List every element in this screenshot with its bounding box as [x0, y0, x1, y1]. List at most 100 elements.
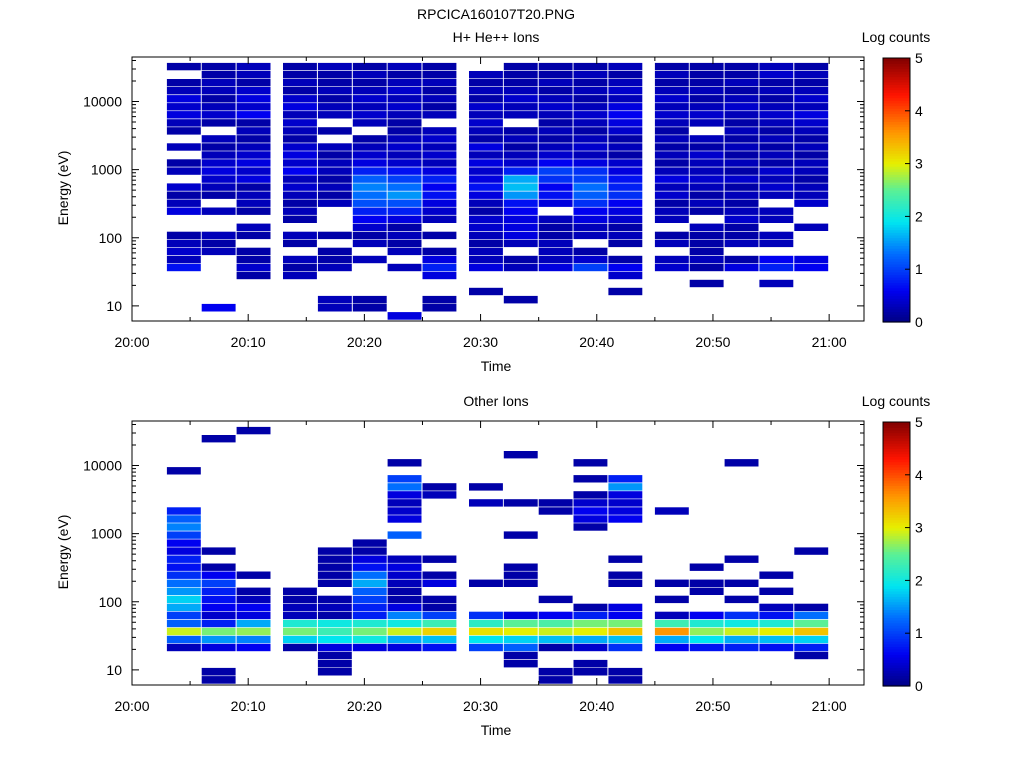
heatmap-cell: [201, 183, 236, 191]
heatmap-cell: [759, 191, 794, 199]
heatmap-cell: [236, 62, 271, 71]
colorbar-segment: [883, 224, 910, 228]
heatmap-cell: [538, 127, 573, 135]
heatmap-cell: [317, 255, 352, 264]
colorbar-segment: [883, 179, 910, 183]
colorbar-segment: [883, 445, 910, 449]
heatmap-cell: [538, 71, 573, 79]
heatmap-cell: [387, 587, 422, 595]
heatmap-cell: [573, 667, 608, 676]
heatmap-cell: [352, 151, 387, 159]
heatmap-cell: [317, 635, 352, 644]
heatmap-cell: [608, 111, 643, 119]
heatmap-cell: [283, 111, 317, 119]
heatmap-cell: [689, 255, 724, 264]
heatmap-cell: [201, 175, 236, 183]
heatmap-cells: [166, 62, 829, 320]
colorbar-segment: [883, 509, 910, 513]
colorbar-segment: [883, 211, 910, 215]
heatmap-cell: [166, 467, 201, 475]
heatmap-cell: [422, 263, 457, 272]
heatmap-cell: [608, 643, 643, 652]
heatmap-cell: [724, 79, 759, 87]
heatmap-cell: [608, 207, 643, 215]
heatmap-cell: [317, 111, 352, 119]
heatmap-cell: [352, 95, 387, 103]
heatmap-cell: [352, 595, 387, 604]
heatmap-cell: [352, 111, 387, 119]
heatmap-cell: [166, 231, 201, 240]
heatmap-cell: [317, 167, 352, 175]
heatmap-cell: [387, 483, 422, 491]
heatmap-cell: [689, 627, 724, 636]
heatmap-cell: [794, 103, 829, 111]
heatmap-cell: [654, 167, 689, 175]
heatmap-cell: [201, 87, 236, 95]
colorbar-tick-label: 1: [915, 261, 923, 277]
heatmap-cell: [538, 199, 573, 207]
heatmap-cell: [201, 119, 236, 127]
colorbar-segment: [883, 427, 910, 431]
heatmap-cell: [469, 579, 503, 587]
heatmap-cell: [236, 223, 271, 231]
heatmap-cell: [317, 611, 352, 620]
heatmap-cell: [201, 611, 236, 620]
heatmap-cell: [689, 151, 724, 159]
colorbar-frame: [882, 57, 911, 323]
heatmap-cell: [317, 71, 352, 79]
heatmap-cell: [387, 87, 422, 95]
heatmap-cell: [422, 151, 457, 159]
heatmap-cell: [317, 143, 352, 151]
heatmap-cell: [538, 159, 573, 167]
heatmap-cell: [608, 183, 643, 191]
colorbar-segment: [883, 458, 910, 463]
colorbar-segment: [883, 195, 910, 199]
heatmap-cell: [724, 579, 759, 587]
colorbar-segment: [883, 456, 910, 460]
heatmap-cell: [608, 499, 643, 507]
heatmap-cell: [283, 103, 317, 111]
heatmap-cell: [608, 135, 643, 143]
heatmap-cell: [689, 79, 724, 87]
heatmap-cell: [759, 62, 794, 71]
heatmap-cell: [283, 119, 317, 127]
heatmap-cell: [422, 247, 457, 256]
colorbar-segment: [883, 147, 910, 151]
heatmap-cell: [201, 79, 236, 87]
heatmap-cell: [573, 515, 608, 523]
heatmap-cell: [352, 563, 387, 571]
heatmap-cell: [794, 127, 829, 135]
colorbar-segment: [883, 675, 910, 679]
colorbar-segment: [883, 593, 910, 597]
heatmap-cell: [573, 499, 608, 507]
heatmap-cell: [166, 531, 201, 539]
heatmap-cell: [573, 491, 608, 499]
heatmap-cell: [387, 215, 422, 223]
heatmap-cell: [469, 127, 503, 135]
heatmap-cell: [166, 571, 201, 579]
heatmap-cell: [236, 426, 271, 435]
heatmap-cell: [283, 231, 317, 240]
heatmap-cell: [422, 143, 457, 151]
heatmap-cell: [166, 239, 201, 248]
heatmap-cell: [538, 263, 573, 272]
heatmap-cell: [608, 271, 643, 280]
heatmap-cell: [283, 159, 317, 167]
heatmap-cell: [201, 103, 236, 111]
heatmap-cell: [352, 143, 387, 151]
heatmap-cell: [724, 111, 759, 119]
heatmap-cell: [759, 111, 794, 119]
colorbar-segment: [883, 635, 910, 640]
heatmap-cell: [317, 579, 352, 587]
heatmap-cell: [759, 215, 794, 223]
heatmap-cell: [724, 627, 759, 636]
heatmap-cell: [422, 191, 457, 199]
heatmap-cell: [317, 627, 352, 636]
heatmap-cell: [573, 659, 608, 668]
heatmap-cell: [201, 239, 236, 248]
heatmap-cell: [469, 483, 503, 491]
colorbar-segment: [883, 73, 910, 78]
heatmap-cell: [317, 127, 352, 135]
heatmap-cell: [724, 151, 759, 159]
heatmap-cell: [352, 555, 387, 563]
